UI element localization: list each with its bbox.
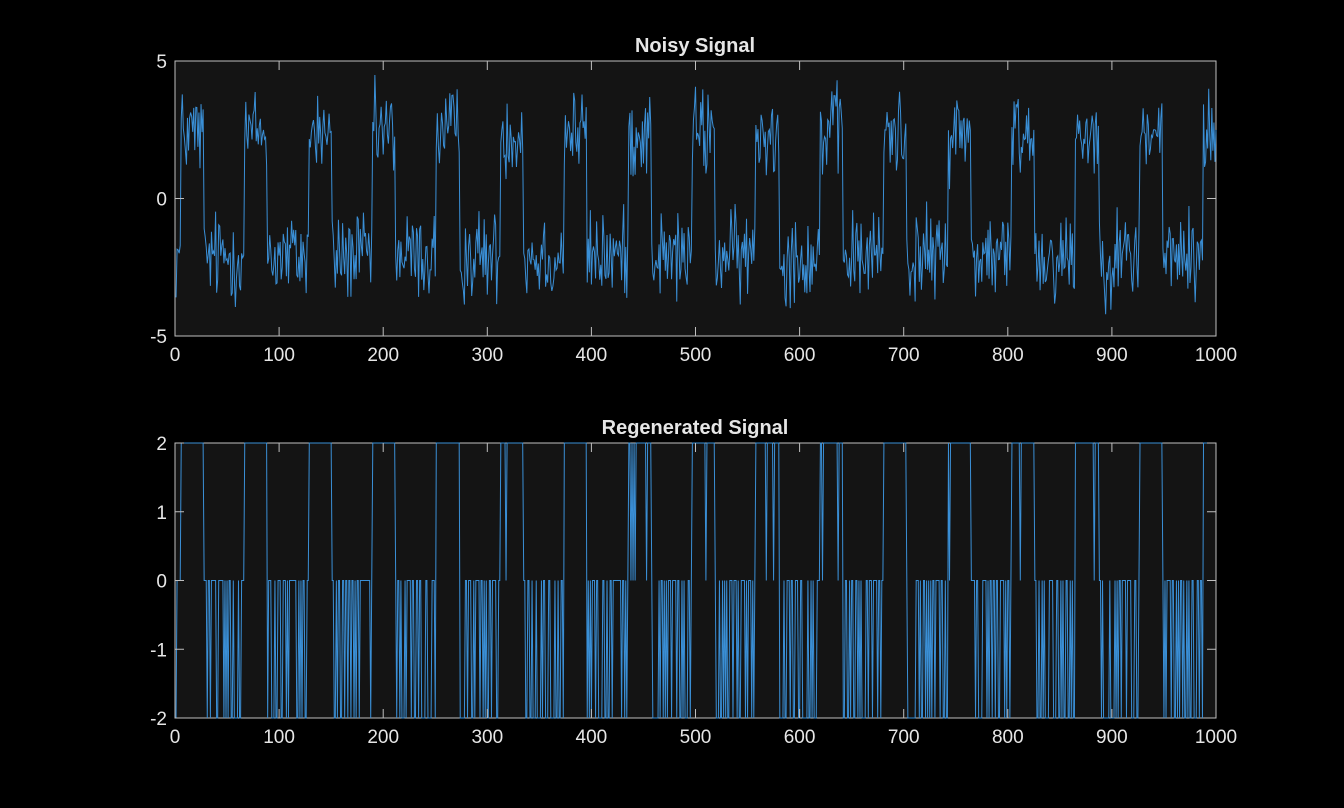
- noisy-signal-axes: Noisy Signal 0 100 200 300 400 500 600 700 800 90…: [150, 35, 1237, 366]
- x-tick-label: 800: [992, 345, 1024, 366]
- x-tick-label: 400: [576, 345, 608, 366]
- x-tick-label: 900: [1096, 727, 1128, 748]
- x-tick-label: 200: [367, 727, 399, 748]
- y-tick-label: 1: [156, 503, 167, 524]
- x-tick-label: 300: [471, 345, 503, 366]
- x-tick-label: 200: [367, 345, 399, 366]
- x-tick-label: 600: [784, 345, 816, 366]
- noisy-signal-line: [175, 74, 1217, 315]
- y-tick-label: 2: [156, 434, 167, 455]
- y-tick-label: -2: [150, 709, 167, 730]
- y-tick-label: 0: [156, 572, 167, 593]
- y-tick-label: -1: [150, 640, 167, 661]
- x-tick-label: 800: [992, 727, 1024, 748]
- y-tick-label: 0: [156, 190, 167, 211]
- x-tick-label: 500: [680, 727, 712, 748]
- x-tick-label: 100: [263, 345, 295, 366]
- x-tick-label: 100: [263, 727, 295, 748]
- regenerated-signal-x-ticks: 0 100 200 300 400 500 600 700 800 900 1000: [170, 443, 1237, 748]
- noisy-signal-title: Noisy Signal: [635, 35, 755, 57]
- x-tick-label: 1000: [1195, 345, 1237, 366]
- regenerated-signal-line: [175, 442, 1216, 719]
- x-tick-label: 700: [888, 727, 920, 748]
- x-tick-label: 300: [471, 727, 503, 748]
- x-tick-label: 1000: [1195, 727, 1237, 748]
- noisy-signal-x-ticks: 0 100 200 300 400 500 600 700 800 900 1000: [170, 61, 1237, 366]
- x-tick-label: 900: [1096, 345, 1128, 366]
- x-tick-label: 0: [170, 727, 181, 748]
- y-tick-label: -5: [150, 327, 167, 348]
- y-tick-label: 5: [156, 52, 167, 73]
- x-tick-label: 400: [576, 727, 608, 748]
- regenerated-signal-title: Regenerated Signal: [602, 417, 789, 439]
- x-tick-label: 600: [784, 727, 816, 748]
- x-tick-label: 0: [170, 345, 181, 366]
- x-tick-label: 700: [888, 345, 920, 366]
- noisy-signal-y-ticks: 5 0 -5: [150, 52, 1216, 348]
- x-tick-label: 500: [680, 345, 712, 366]
- regenerated-signal-axes: Regenerated Signal 0 100 200 300 400 500 600 70…: [150, 417, 1237, 748]
- regenerated-signal-y-ticks: 2 1 0 -1 -2: [150, 434, 1216, 730]
